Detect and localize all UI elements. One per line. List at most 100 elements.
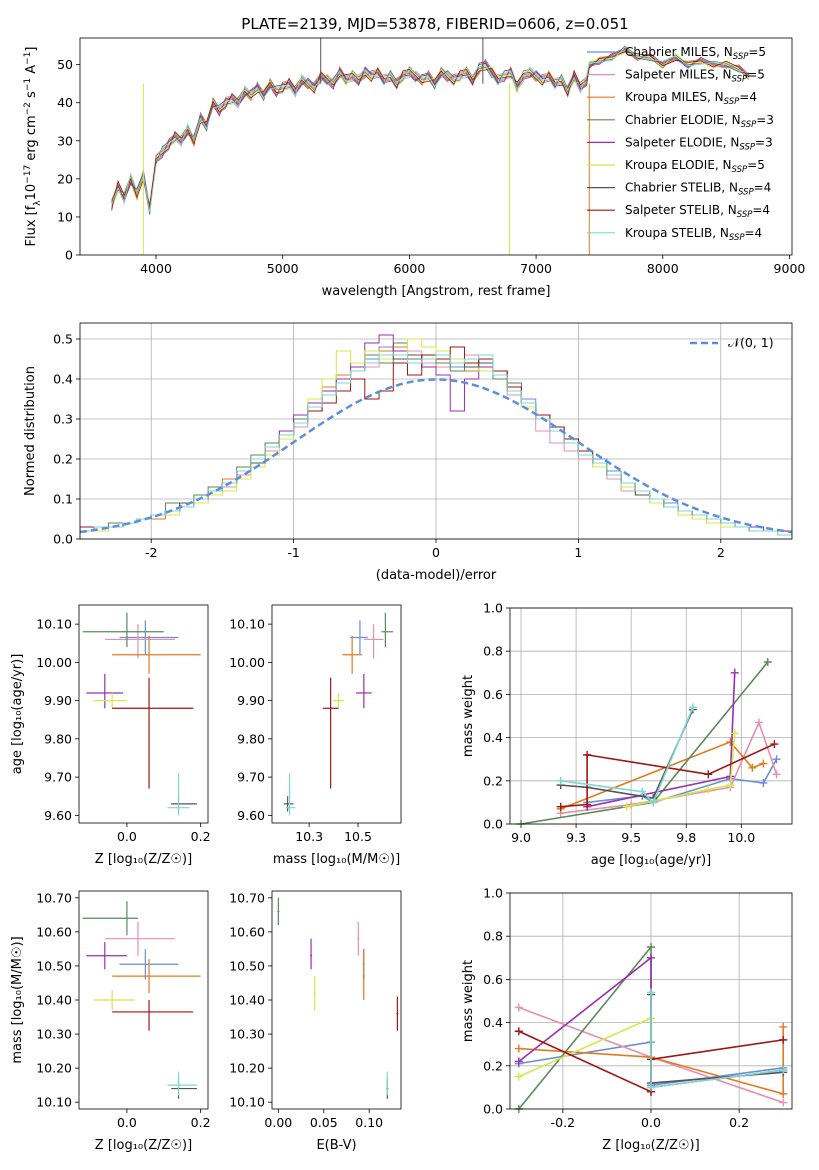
x-tick-label: 0.00 [264, 1115, 292, 1130]
weight_vs_Z-lines [514, 943, 788, 1113]
legend-label: Salpeter STELIB, NSSP=4 [625, 203, 770, 220]
histogram-xlabel: (data-model)/error [376, 568, 497, 583]
x-tick-label: 0.2 [191, 829, 211, 844]
mass_vs_ebv-frame [271, 890, 402, 1110]
y-tick-label: 9.90 [44, 693, 72, 708]
age_vs_mass-axes: 10.3 10.5 9.60 9.70 9.80 9.90 10.00 10.10 [229, 617, 372, 844]
x-tick-label: 0.0 [641, 1115, 661, 1130]
x-tick-label: 7000 [520, 261, 552, 276]
x-tick-label: 10.0 [727, 830, 755, 845]
weight-point-marker [622, 802, 631, 811]
x-tick-label: 4000 [140, 261, 172, 276]
weight-point-marker [514, 1072, 523, 1081]
weight-point-marker [583, 800, 592, 809]
y-tick-label: 0.8 [483, 929, 503, 944]
weight-point-marker [759, 778, 768, 787]
y-tick-label: 10.00 [36, 655, 72, 670]
y-tick-label: 10.70 [229, 890, 265, 905]
x-tick-label: 0.0 [117, 829, 137, 844]
y-tick-label: 0.6 [483, 687, 503, 702]
weight-series-line [518, 1017, 652, 1092]
weight-point-marker [583, 750, 592, 759]
normal-curve [80, 378, 792, 534]
y-tick-label: 0.5 [53, 332, 73, 347]
x-tick-label: 0.10 [355, 1115, 383, 1130]
age_vs_Z-points [82, 612, 201, 816]
y-tick-label: 10.50 [36, 958, 72, 973]
y-tick-label: 10 [57, 209, 73, 224]
spectrum-series-line [111, 45, 750, 215]
y-tick-label: 10.10 [229, 617, 265, 632]
legend-label-normal: 𝒩(0, 1) [728, 335, 774, 350]
y-tick-label: 0.3 [53, 412, 73, 427]
weight_vs_Z-axes: -0.2 0.0 0.2 0.0 0.2 0.4 0.6 0.8 1.0 [483, 886, 792, 1130]
weight-point-marker [730, 729, 739, 738]
y-tick-label: 0.2 [483, 1058, 503, 1073]
y-tick-label: 0.4 [483, 730, 503, 745]
y-tick-label: 9.60 [44, 808, 72, 823]
weight_vs_age-axes: 9.0 9.3 9.5 9.8 10.0 0.0 0.2 0.4 0.6 0.8 1.0 [483, 601, 792, 845]
mass_vs_Z-frame [78, 890, 209, 1110]
weight-point-marker [730, 668, 739, 677]
x-tick-label: 0.2 [191, 1115, 211, 1130]
age_vs_Z-frame [78, 604, 209, 824]
x-tick-label: 9.3 [566, 830, 586, 845]
x-tick-label: 0.0 [117, 1115, 137, 1130]
x-tick-label: 9.0 [511, 830, 531, 845]
y-tick-label: 10.70 [36, 890, 72, 905]
x-tick-label: 0 [432, 545, 440, 560]
weight-point-marker [704, 770, 713, 779]
spectrum-series-line [111, 51, 750, 210]
weight-point-marker [688, 703, 697, 712]
weight-point-marker [779, 1098, 788, 1107]
weight-point-marker [770, 740, 779, 749]
weight-point-marker [649, 798, 658, 807]
y-tick-label: 10.10 [36, 1095, 72, 1110]
y-tick-label: 10.00 [229, 655, 265, 670]
histogram-frame [79, 322, 793, 540]
age_vs_mass-frame [271, 604, 402, 824]
weight-point-marker [726, 781, 735, 790]
y-tick-label: 0 [65, 248, 73, 263]
x-tick-label: -2 [145, 545, 157, 560]
y-tick-label: 0.4 [483, 1015, 503, 1030]
y-tick-label: 10.40 [36, 993, 72, 1008]
weight_vs_age-ylabel: mass weight [461, 675, 476, 757]
weight-point-marker [779, 1035, 788, 1044]
x-tick-label: 0.2 [729, 1115, 749, 1130]
y-tick-label: 0.0 [483, 817, 503, 832]
weight_vs_Z-xlabel: Z [log₁₀(Z/Z☉)] [602, 1138, 699, 1153]
histogram-steps [80, 334, 792, 539]
mass_vs_ebv-points [277, 897, 399, 1099]
weight-point-marker [647, 988, 655, 997]
legend-label: Kroupa ELODIE, NSSP=5 [625, 158, 765, 175]
weight-point-marker [647, 943, 655, 951]
x-tick-label: 8000 [647, 261, 679, 276]
weight-point-marker [754, 718, 763, 727]
weight-point-marker [647, 1083, 655, 1092]
weight-point-marker [638, 787, 647, 796]
spectrum-ylabel: Flux [fλ10−17 erg cm−2 s−1 A−1] [23, 47, 43, 247]
y-tick-label: 0.2 [483, 773, 503, 788]
legend-label: Chabrier ELODIE, NSSP=3 [625, 113, 774, 130]
y-tick-label: 0.0 [53, 532, 73, 547]
weight-point-marker [514, 1057, 523, 1066]
y-tick-label: 0.4 [53, 372, 73, 387]
weight-point-marker [763, 658, 772, 666]
y-tick-label: 1.0 [483, 601, 503, 616]
weight-point-marker [779, 1066, 788, 1075]
legend-label: Chabrier MILES, NSSP=5 [625, 45, 766, 62]
weight-point-marker [647, 953, 655, 962]
y-tick-label: 10.30 [36, 1027, 72, 1042]
age_vs_Z-xlabel: Z [log₁₀(Z/Z☉)] [95, 852, 192, 867]
mass_vs_Z-points [82, 901, 201, 1099]
y-tick-label: 0.6 [483, 972, 503, 987]
x-tick-label: 1 [574, 545, 582, 560]
mass_vs_Z-xlabel: Z [log₁₀(Z/Z☉)] [95, 1138, 192, 1153]
y-tick-label: 10.50 [229, 958, 265, 973]
y-tick-label: 10.60 [229, 924, 265, 939]
x-tick-label: 10.5 [344, 829, 372, 844]
spectrum-lines [111, 38, 750, 255]
weight-point-marker [759, 759, 768, 768]
y-tick-label: 40 [57, 95, 73, 110]
